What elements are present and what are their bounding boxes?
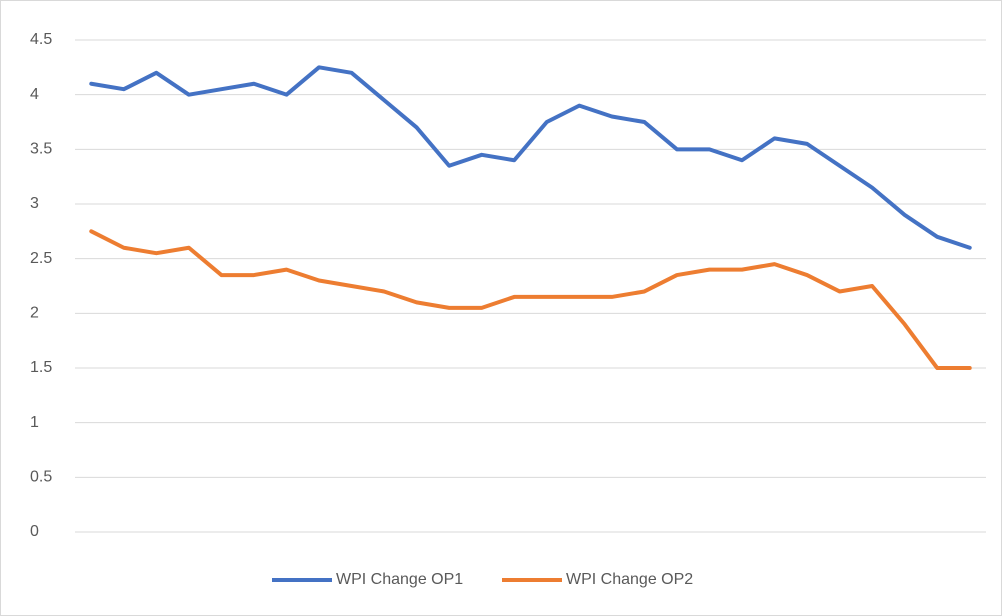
series-line xyxy=(89,65,972,250)
y-tick-label: 2.5 xyxy=(30,250,52,267)
series-line xyxy=(89,229,972,370)
y-tick-label: 2 xyxy=(30,305,39,322)
y-tick-label: 0.5 xyxy=(30,469,52,486)
y-tick-label: 3.5 xyxy=(30,141,52,158)
y-tick-label: 4 xyxy=(30,86,39,103)
legend-label: WPI Change OP2 xyxy=(566,571,693,588)
y-tick-label: 1.5 xyxy=(30,359,52,376)
y-tick-label: 1 xyxy=(30,414,39,431)
y-tick-label: 0 xyxy=(30,523,39,540)
y-tick-label: 3 xyxy=(30,195,39,212)
legend-label: WPI Change OP1 xyxy=(336,571,463,588)
y-tick-label: 4.5 xyxy=(30,31,52,48)
